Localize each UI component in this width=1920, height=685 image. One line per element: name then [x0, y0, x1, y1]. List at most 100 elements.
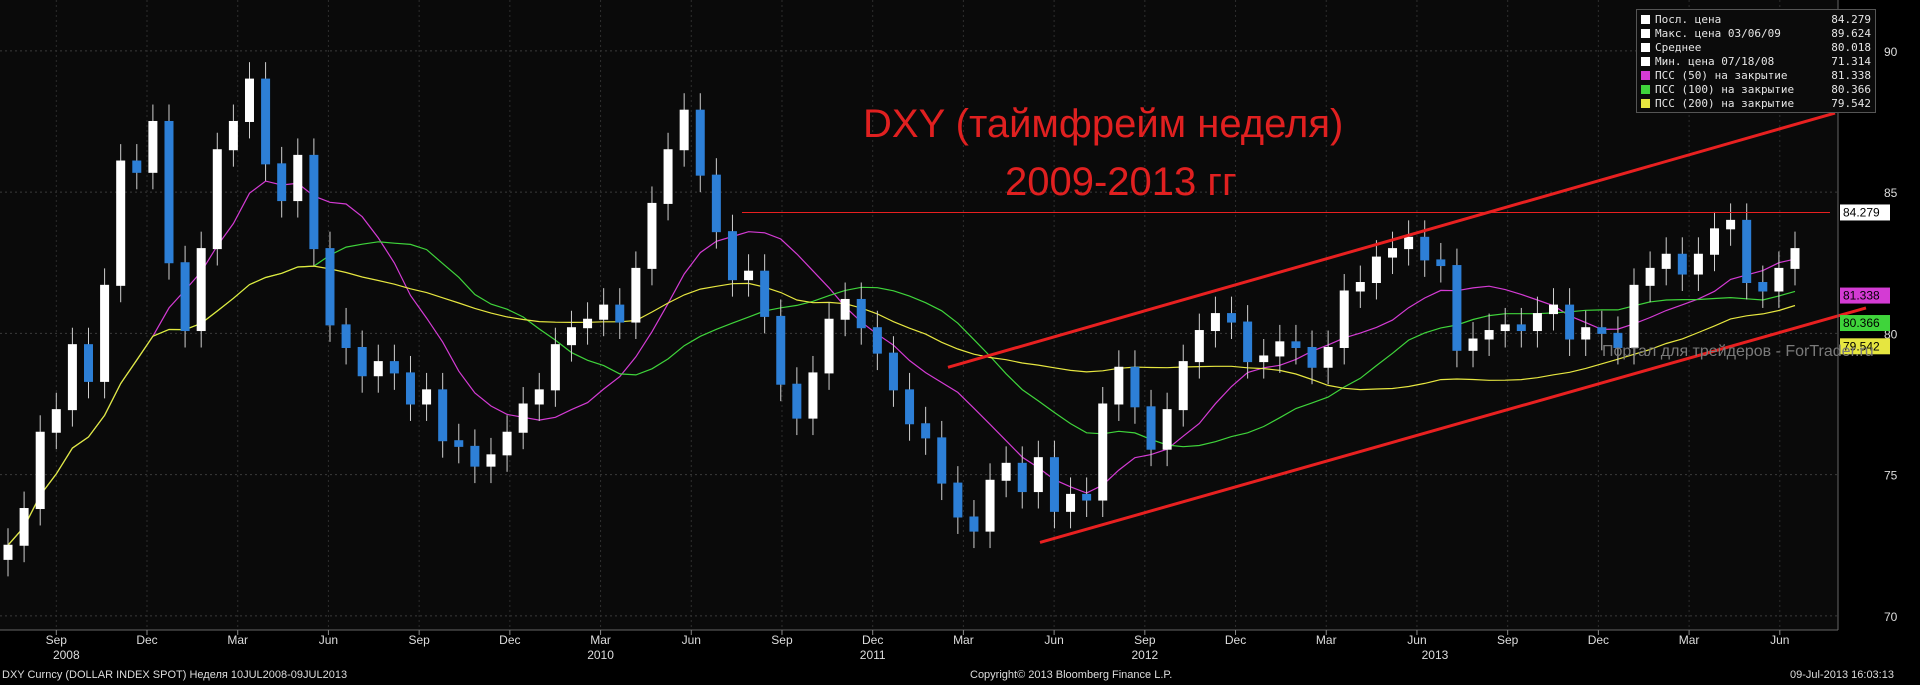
candle-body	[631, 267, 641, 323]
channel-lower-line	[1039, 306, 1867, 544]
candle-body	[1210, 313, 1220, 332]
value-label-box	[1840, 287, 1890, 304]
candle-body	[518, 403, 528, 433]
x-tick-label: Sep	[1497, 633, 1519, 647]
candle-body	[180, 262, 190, 332]
y-tick-label: 90	[1884, 45, 1898, 59]
candle-body	[1371, 256, 1381, 284]
legend-swatch	[1641, 70, 1650, 80]
x-tick-label: Mar	[227, 633, 248, 647]
candle-body	[744, 270, 754, 281]
candle-body	[1645, 267, 1655, 286]
candle-body	[1049, 457, 1059, 512]
candle-body	[389, 361, 399, 374]
candle-body	[148, 120, 158, 173]
candle-body	[244, 78, 254, 122]
candle-body	[1677, 253, 1687, 275]
candle-body	[583, 318, 593, 329]
candle-body	[905, 389, 915, 425]
value-label-box	[1840, 204, 1890, 221]
candle-body	[373, 361, 383, 377]
candle-body	[1549, 304, 1559, 315]
value-label-box	[1840, 338, 1890, 355]
candle-body	[1468, 338, 1478, 351]
legend-value: 89.624	[1831, 26, 1871, 40]
x-tick-label: Mar	[953, 633, 974, 647]
candle-body	[67, 344, 77, 411]
candle-body	[1033, 457, 1043, 493]
candle-body	[51, 409, 61, 433]
chart-legend: Посл. цена 84.279 Макс. цена 03/06/09 89.62…	[1636, 9, 1876, 113]
legend-row: Мин. цена 07/18/08 71.314	[1641, 54, 1871, 68]
candle-body	[615, 304, 625, 323]
x-tick-label: Jun	[1407, 633, 1426, 647]
watermark: Портал для трейдеров - ForTrader.ru	[1602, 343, 1874, 360]
x-tick-label: Jun	[1044, 633, 1063, 647]
candle-body	[1130, 366, 1140, 408]
candle-body	[293, 154, 303, 202]
legend-value: 80.366	[1831, 82, 1871, 96]
candle-body	[502, 431, 512, 456]
legend-swatch	[1641, 42, 1650, 52]
candle-body	[1178, 361, 1188, 411]
legend-swatch	[1641, 14, 1650, 24]
legend-swatch	[1641, 98, 1650, 108]
x-tick-label: Sep	[46, 633, 68, 647]
y-tick-label: 75	[1884, 469, 1898, 483]
candle-body	[824, 318, 834, 374]
legend-label: Макс. цена 03/06/09	[1655, 26, 1781, 40]
candle-body	[679, 109, 689, 151]
x-tick-label: Jun	[1770, 633, 1789, 647]
x-tick-label: Jun	[319, 633, 338, 647]
candle-body	[212, 149, 222, 250]
candle-body	[1243, 321, 1253, 363]
candle-body	[3, 544, 13, 560]
candle-body	[663, 149, 673, 204]
legend-label: Среднее	[1655, 40, 1702, 54]
candle-body	[727, 231, 737, 281]
x-tick-label: Mar	[1679, 633, 1700, 647]
candle-body	[1082, 493, 1092, 501]
legend-value: 79.542	[1831, 96, 1871, 110]
candle-body	[711, 174, 721, 233]
channel-upper-line	[947, 111, 1836, 369]
x-year-label: 2008	[53, 648, 80, 662]
candle-body	[325, 248, 335, 326]
legend-row: ПСС (50) на закрытие 81.338	[1641, 68, 1871, 82]
candle-body	[228, 120, 238, 151]
candle-body	[969, 516, 979, 532]
legend-value: 71.314	[1831, 54, 1871, 68]
candle-body	[1323, 346, 1333, 368]
candle-body	[1790, 248, 1800, 269]
candle-body	[1355, 282, 1365, 292]
candle-body	[1532, 313, 1542, 332]
legend-label: ПСС (100) на закрытие	[1655, 82, 1795, 96]
footer-left: DXY Curncy (DOLLAR INDEX SPOT) Неделя 10…	[2, 669, 348, 681]
ma-200-line	[7, 265, 1796, 546]
candle-body	[1339, 290, 1349, 348]
candle-body	[261, 78, 271, 165]
legend-row: Посл. цена 84.279	[1641, 12, 1871, 26]
channel-lines	[742, 111, 1867, 544]
legend-row: Макс. цена 03/06/09 89.624	[1641, 26, 1871, 40]
candle-body	[1098, 403, 1108, 501]
candle-body	[937, 437, 947, 484]
legend-value: 81.338	[1831, 68, 1871, 82]
candle-body	[116, 160, 126, 286]
candle-body	[132, 160, 142, 173]
candle-body	[1710, 228, 1720, 255]
x-year-label: 2013	[1422, 648, 1449, 662]
candle-body	[309, 154, 319, 250]
candle-body	[566, 327, 576, 346]
candle-body	[1774, 267, 1784, 292]
candle-body	[985, 479, 995, 532]
candle-body	[35, 431, 45, 510]
legend-label: Мин. цена 07/18/08	[1655, 54, 1775, 68]
candle-body	[422, 389, 432, 405]
candle-body	[1388, 248, 1398, 258]
y-tick-label: 85	[1884, 186, 1898, 200]
annotation-title: DXY (таймфрейм неделя)	[863, 102, 1344, 146]
legend-label: ПСС (200) на закрытие	[1655, 96, 1795, 110]
candle-body	[1597, 327, 1607, 334]
